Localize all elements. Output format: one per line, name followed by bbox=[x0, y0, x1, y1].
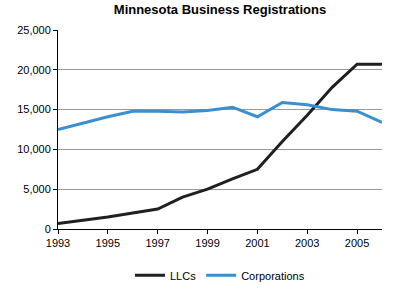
svg-text:2005: 2005 bbox=[345, 237, 369, 249]
svg-text:Minnesota Business Registratio: Minnesota Business Registrations bbox=[114, 2, 326, 17]
svg-text:25,000: 25,000 bbox=[17, 24, 51, 36]
svg-text:2001: 2001 bbox=[245, 237, 269, 249]
svg-text:15,000: 15,000 bbox=[17, 103, 51, 115]
svg-text:1997: 1997 bbox=[145, 237, 169, 249]
svg-text:5,000: 5,000 bbox=[23, 183, 51, 195]
svg-text:Corporations: Corporations bbox=[241, 270, 304, 282]
svg-text:1993: 1993 bbox=[46, 237, 70, 249]
svg-text:0: 0 bbox=[45, 223, 51, 235]
svg-text:2003: 2003 bbox=[295, 237, 319, 249]
svg-text:20,000: 20,000 bbox=[17, 64, 51, 76]
svg-text:LLCs: LLCs bbox=[170, 270, 196, 282]
svg-text:1999: 1999 bbox=[195, 237, 219, 249]
svg-text:10,000: 10,000 bbox=[17, 143, 51, 155]
svg-text:1995: 1995 bbox=[96, 237, 120, 249]
